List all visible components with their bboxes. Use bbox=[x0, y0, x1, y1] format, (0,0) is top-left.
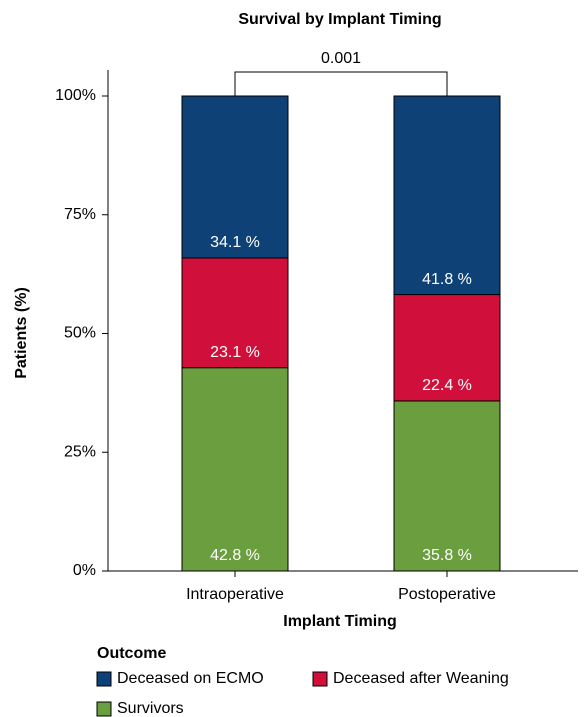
value-label: 23.1 % bbox=[210, 344, 260, 361]
value-label: 41.8 % bbox=[422, 271, 472, 288]
bar-segment bbox=[393, 294, 501, 402]
bar-segment bbox=[181, 367, 289, 572]
legend-swatch bbox=[96, 701, 112, 717]
legend-label: Deceased on ECMO bbox=[117, 670, 264, 687]
y-tick-label: 50% bbox=[64, 325, 96, 342]
bar-segment bbox=[181, 95, 289, 259]
significance-bracket bbox=[234, 71, 448, 96]
x-axis-label: Implant Timing bbox=[283, 613, 396, 630]
bar-segment bbox=[393, 95, 501, 296]
value-label: 42.8 % bbox=[210, 547, 260, 564]
legend-swatch bbox=[312, 671, 328, 687]
y-tick-label: 100% bbox=[55, 87, 96, 104]
value-label: 34.1 % bbox=[210, 234, 260, 251]
legend-label: Survivors bbox=[117, 700, 184, 717]
value-label: 22.4 % bbox=[422, 377, 472, 394]
y-tick-label: 0% bbox=[73, 562, 96, 579]
legend-title: Outcome bbox=[97, 645, 166, 662]
x-tick-label: Intraoperative bbox=[186, 586, 284, 603]
y-tick-label: 75% bbox=[64, 206, 96, 223]
legend-label: Deceased after Weaning bbox=[333, 670, 509, 687]
p-value: 0.001 bbox=[321, 50, 361, 67]
value-label: 35.8 % bbox=[422, 547, 472, 564]
bar-segment bbox=[181, 257, 289, 369]
y-tick-label: 25% bbox=[64, 443, 96, 460]
legend-swatch bbox=[96, 671, 112, 687]
bar-segment bbox=[393, 400, 501, 572]
y-axis-label: Patients (%) bbox=[13, 287, 30, 379]
chart-title: Survival by Implant Timing bbox=[238, 11, 441, 28]
x-tick-label: Postoperative bbox=[398, 586, 496, 603]
